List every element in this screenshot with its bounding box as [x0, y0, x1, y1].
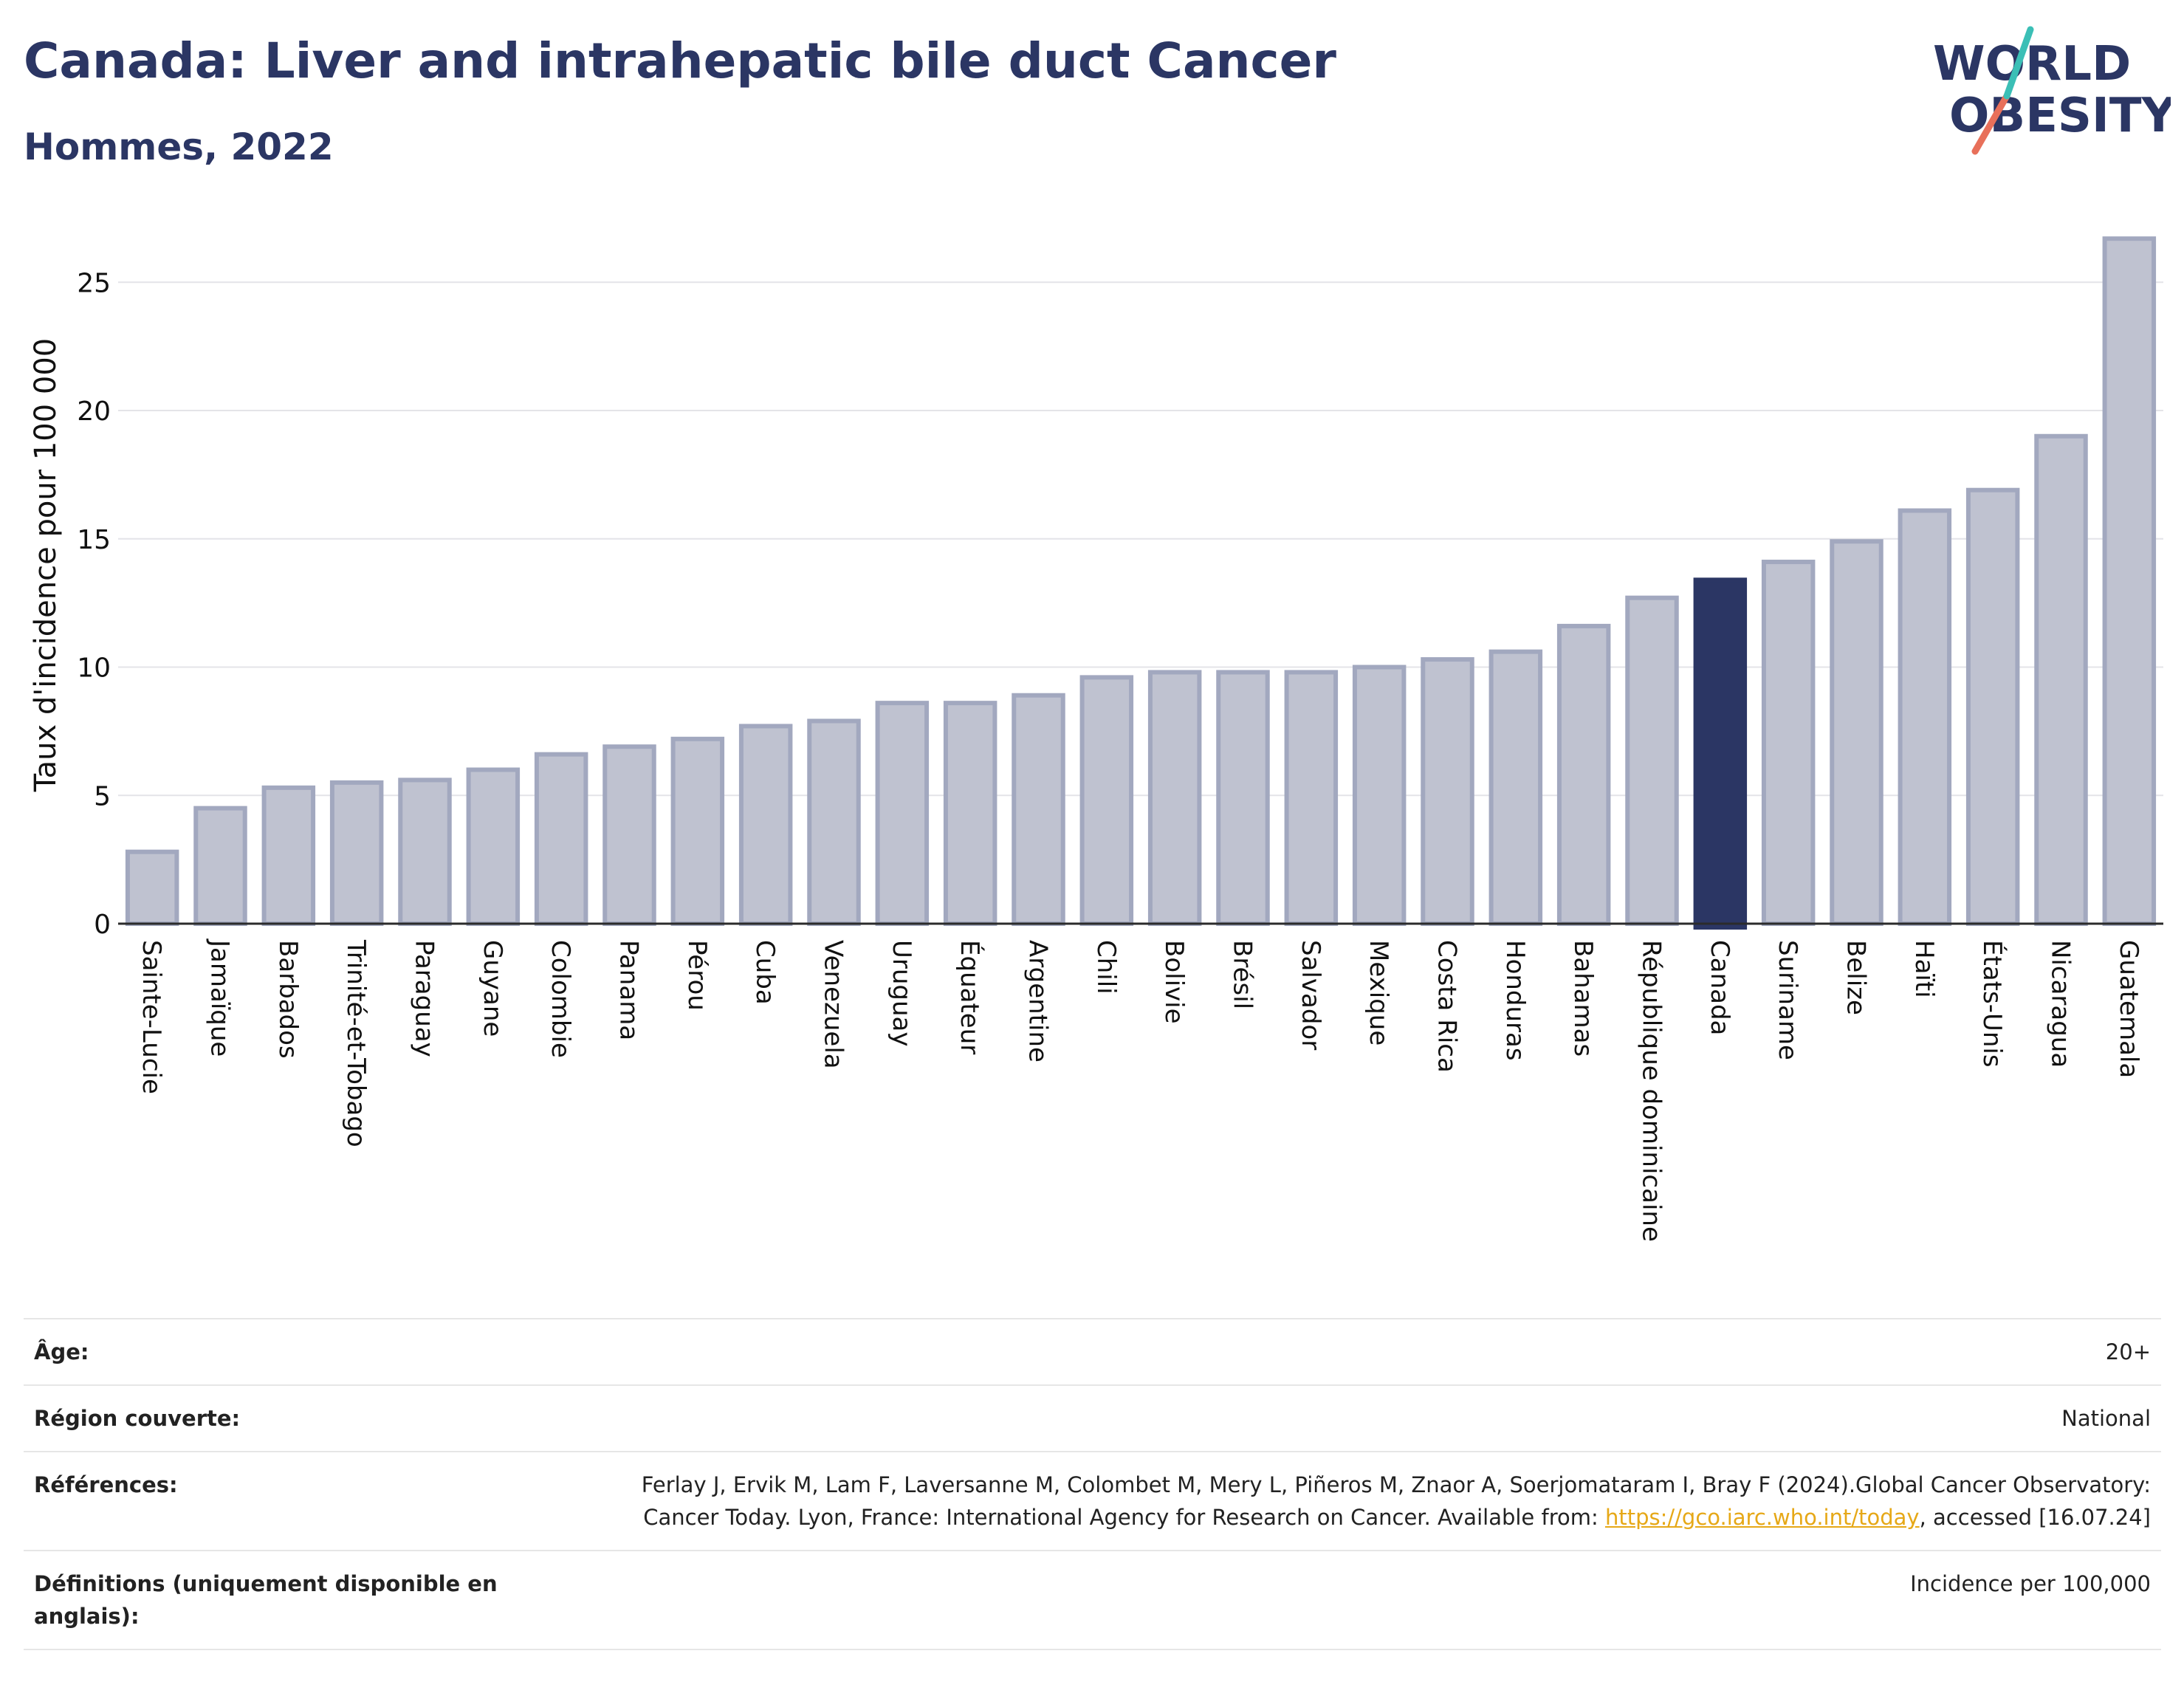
bar-guyane — [466, 767, 521, 926]
x-tick-label: Belize — [1841, 940, 1871, 1015]
bar-trinit-et-tobago — [329, 780, 384, 926]
x-tick-label: Haïti — [1909, 940, 1939, 998]
bar-uruguay — [875, 701, 930, 927]
meta-row-region: Région couverte: National — [24, 1384, 2161, 1451]
x-tick-label: Bahamas — [1568, 940, 1598, 1057]
x-tick-label: Équateur — [955, 940, 985, 1054]
bar-panama — [602, 744, 656, 926]
metadata-table: Âge: 20+ Région couverte: National Référ… — [24, 1318, 2161, 1650]
gridlines — [118, 281, 2163, 797]
bar-argentine — [1012, 693, 1065, 926]
bar-bahamas — [1556, 623, 1611, 927]
meta-value: Ferlay J, Ervik M, Lam F, Laversanne M, … — [563, 1469, 2151, 1534]
x-tick-label: Barbados — [273, 940, 303, 1059]
bar-canada — [1693, 577, 1748, 930]
x-tick-label: Trinité-et-Tobago — [341, 939, 371, 1147]
logo-slash-teal — [2003, 26, 2034, 100]
y-tick-label: 15 — [77, 525, 111, 555]
bar-nicaragua — [2034, 433, 2088, 926]
reference-text: Ferlay J, Ervik M, Lam F, Laversanne M, … — [641, 1472, 2151, 1530]
bar-ha-ti — [1898, 508, 1952, 926]
meta-row-definitions: Définitions (uniquement disponible en an… — [24, 1550, 2161, 1650]
bars — [125, 236, 2157, 930]
x-tick-label: Colombie — [546, 940, 575, 1058]
bar-jama-que — [193, 806, 247, 926]
bar-br-sil — [1216, 670, 1270, 926]
x-tick-label: Nicaragua — [2046, 940, 2075, 1068]
x-tick-label: Bolivie — [1159, 940, 1189, 1024]
bar-chart: 0 5 10 15 20 25 Sainte-Lucie Jamaïque Barbados T… — [29, 236, 2163, 1242]
y-tick-label: 10 — [77, 653, 111, 684]
bar-suriname — [1761, 560, 1816, 927]
x-tick-label: États-Unis — [1977, 940, 2008, 1068]
bar-costa-rica — [1421, 657, 1474, 926]
meta-key: Définitions (uniquement disponible en an… — [34, 1571, 498, 1629]
x-tick-label: Canada — [1705, 940, 1734, 1035]
x-tick-labels: Sainte-Lucie Jamaïque Barbados Trinité-et-T… — [137, 938, 2143, 1242]
bar-salvador — [1284, 670, 1339, 926]
y-axis-label: Taux d'incidence pour 100 000 — [29, 338, 63, 792]
bar-belize — [1830, 539, 1883, 926]
x-tick-label: Mexique — [1364, 940, 1393, 1046]
chart-title: Canada: Liver and intrahepatic bile duct… — [24, 32, 1336, 89]
bar-bolivie — [1147, 670, 1202, 926]
meta-key: Références: — [34, 1472, 178, 1497]
x-tick-label: Salvador — [1296, 940, 1325, 1050]
meta-row-age: Âge: 20+ — [24, 1318, 2161, 1384]
y-tick-label: 20 — [77, 396, 111, 427]
meta-key: Âge: — [34, 1339, 89, 1364]
bar-colombie — [534, 752, 588, 927]
x-tick-label: Chili — [1091, 940, 1121, 995]
x-tick-label: Uruguay — [887, 940, 916, 1047]
x-tick-label: Suriname — [1773, 940, 1802, 1060]
meta-key: Région couverte: — [34, 1406, 241, 1431]
x-tick-label: Argentine — [1023, 940, 1053, 1062]
bar-sainte-lucie — [125, 849, 179, 926]
meta-value: 20+ — [2105, 1339, 2151, 1364]
y-tick-label: 25 — [77, 268, 111, 298]
bar--tats-unis — [1965, 487, 2020, 926]
y-tick-label: 5 — [94, 781, 111, 811]
bar-cuba — [738, 724, 793, 926]
chart-subtitle: Hommes, 2022 — [24, 126, 334, 168]
x-tick-label: Pérou — [682, 940, 712, 1011]
x-tick-label: Venezuela — [819, 940, 848, 1069]
x-tick-label: Guyane — [478, 940, 507, 1037]
bar-r-publique-dominicaine — [1625, 595, 1679, 926]
bar-honduras — [1488, 649, 1543, 927]
bar-chili — [1079, 675, 1134, 927]
x-tick-label: Brésil — [1228, 940, 1257, 1009]
x-tick-label: Sainte-Lucie — [137, 940, 166, 1094]
y-tick-labels: 0 5 10 15 20 25 — [77, 268, 111, 940]
bar-barbados — [261, 785, 316, 926]
x-tick-label: Cuba — [750, 940, 780, 1005]
meta-row-references: Références: Ferlay J, Ervik M, Lam F, La… — [24, 1451, 2161, 1550]
x-tick-label: Panama — [614, 940, 644, 1040]
bar-p-rou — [670, 736, 725, 926]
bar-paraguay — [398, 777, 452, 927]
bar-venezuela — [807, 718, 861, 926]
logo-slash-red — [1971, 92, 2010, 155]
x-tick-label: Paraguay — [410, 940, 439, 1057]
meta-value: Incidence per 100,000 — [1910, 1571, 2151, 1596]
reference-accessed: , accessed [16.07.24] — [1919, 1505, 2151, 1530]
x-tick-label: Guatemala — [2114, 940, 2143, 1078]
x-tick-label: Jamaïque — [205, 938, 235, 1057]
meta-value: National — [2061, 1406, 2151, 1431]
bar--quateur — [943, 701, 997, 927]
bar-guatemala — [2102, 236, 2157, 926]
logo-word-1: WORLD — [1933, 37, 2131, 92]
x-tick-label: République dominicaine — [1637, 940, 1666, 1242]
world-obesity-logo: WORLD OBESITY — [1933, 26, 2171, 155]
reference-link[interactable]: https://gco.iarc.who.int/today — [1604, 1505, 1920, 1530]
x-tick-label: Costa Rica — [1432, 940, 1462, 1073]
y-tick-label: 0 — [94, 910, 111, 940]
x-tick-label: Honduras — [1500, 940, 1530, 1061]
bar-mexique — [1352, 665, 1407, 926]
